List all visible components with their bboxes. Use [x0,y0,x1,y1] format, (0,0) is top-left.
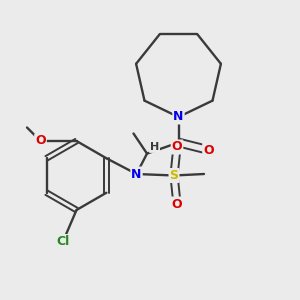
Text: N: N [131,167,142,181]
Text: N: N [173,110,184,124]
Text: O: O [172,197,182,211]
Text: O: O [203,143,214,157]
Text: H: H [150,142,159,152]
Text: S: S [169,169,178,182]
Text: O: O [35,134,46,148]
Text: Cl: Cl [56,235,70,248]
Text: O: O [172,140,182,154]
